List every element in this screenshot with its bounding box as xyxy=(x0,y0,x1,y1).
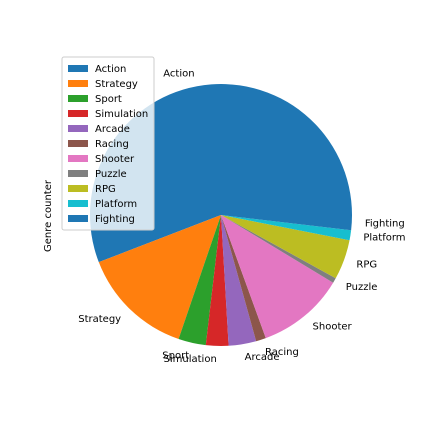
legend-swatch-simulation xyxy=(68,110,88,117)
legend-label-arcade: Arcade xyxy=(95,124,130,135)
slice-label-puzzle: Puzzle xyxy=(346,282,378,293)
slice-platform xyxy=(221,215,352,241)
pie-slices xyxy=(89,84,352,346)
slice-label-racing: Racing xyxy=(265,347,299,358)
legend-swatch-platform xyxy=(68,200,88,207)
legend-swatch-strategy xyxy=(68,80,88,87)
legend-swatch-arcade xyxy=(68,125,88,132)
legend-label-strategy: Strategy xyxy=(95,79,138,90)
slice-fighting xyxy=(221,215,352,231)
legend-swatch-racing xyxy=(68,140,88,147)
slice-sport xyxy=(178,215,221,346)
slice-shooter xyxy=(221,215,334,339)
slice-racing xyxy=(221,215,266,342)
legend-label-shooter: Shooter xyxy=(95,154,135,165)
legend-label-sport: Sport xyxy=(95,94,122,105)
slice-puzzle xyxy=(221,215,336,283)
legend-swatch-fighting xyxy=(68,215,88,222)
slice-label-sport: Sport xyxy=(162,351,189,362)
legend-label-fighting: Fighting xyxy=(95,214,135,225)
legend-swatch-shooter xyxy=(68,155,88,162)
legend-label-rpg: RPG xyxy=(95,184,116,195)
slice-simulation xyxy=(205,215,229,346)
slice-label-shooter: Shooter xyxy=(313,321,353,332)
slice-label-arcade: Arcade xyxy=(245,352,280,363)
slice-label-rpg: RPG xyxy=(356,259,377,270)
slice-strategy xyxy=(98,215,221,339)
legend-label-action: Action xyxy=(95,64,126,75)
legend-label-simulation: Simulation xyxy=(95,109,148,120)
slice-action xyxy=(89,84,352,263)
slice-label-simulation: Simulation xyxy=(164,354,217,365)
slice-label-fighting: Fighting xyxy=(365,218,405,229)
slice-rpg xyxy=(221,215,350,279)
legend-swatch-puzzle xyxy=(68,170,88,177)
legend-label-puzzle: Puzzle xyxy=(95,169,127,180)
slice-label-action: Action xyxy=(163,68,194,79)
legend-label-racing: Racing xyxy=(95,139,129,150)
y-axis-label: Genre counter xyxy=(43,179,54,252)
slice-label-strategy: Strategy xyxy=(78,314,121,325)
legend: Action Strategy Sport Simulation Arcade Racin… xyxy=(61,56,155,231)
legend-swatch-rpg xyxy=(68,185,88,192)
legend-swatch-sport xyxy=(68,95,88,102)
legend-label-platform: Platform xyxy=(95,199,137,210)
legend-swatch-action xyxy=(68,65,88,72)
slice-arcade xyxy=(221,215,257,346)
slice-label-platform: Platform xyxy=(363,232,405,243)
